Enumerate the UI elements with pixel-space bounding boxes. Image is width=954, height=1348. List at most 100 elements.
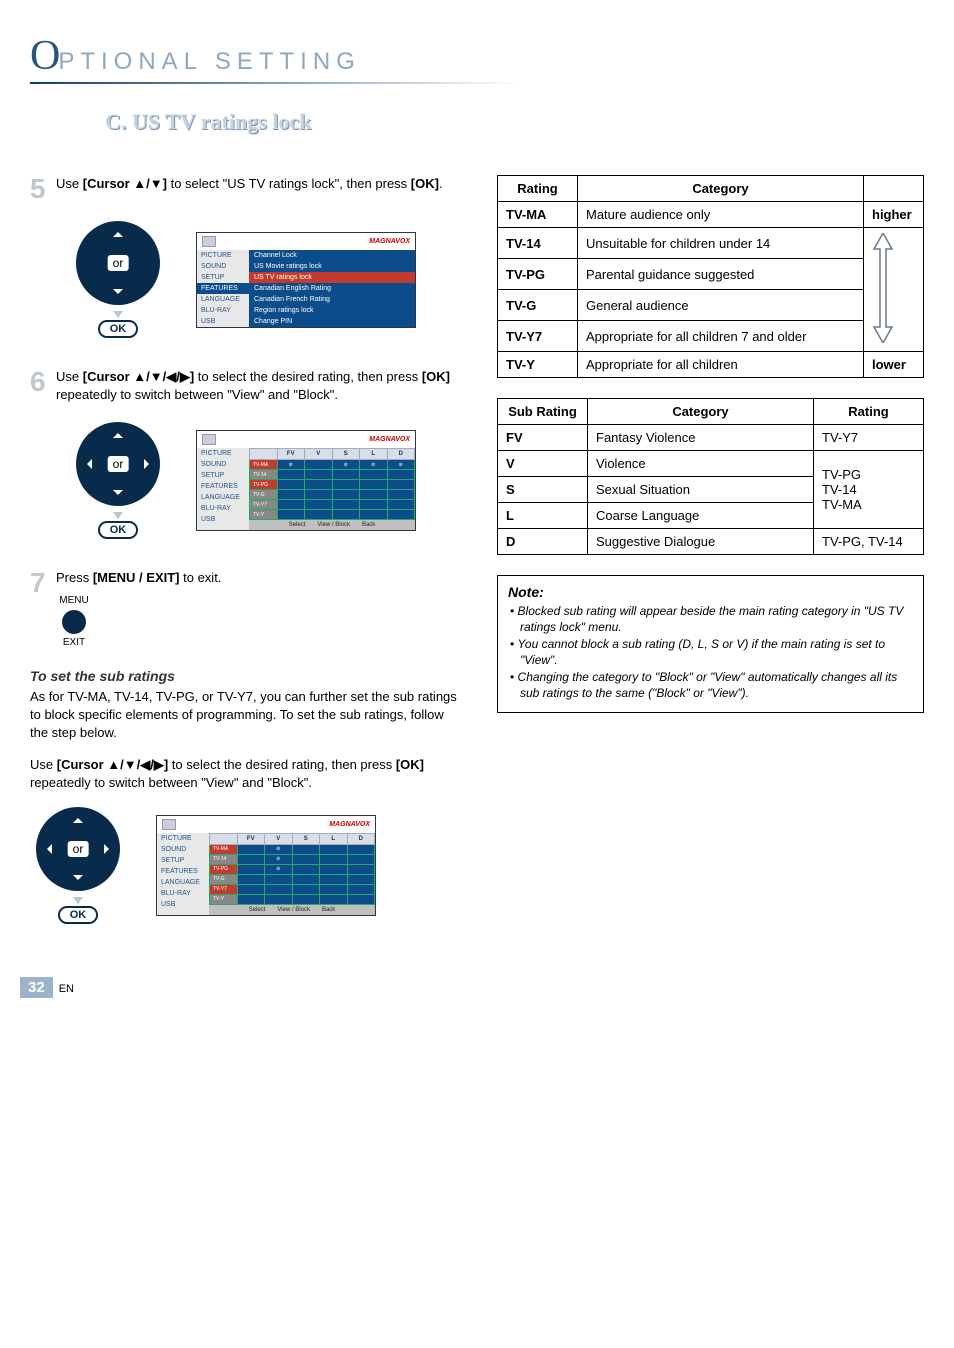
text: Use [56, 176, 83, 191]
command: [Cursor ▲/▼/◀/▶] [83, 369, 194, 384]
arrow-left-icon [42, 844, 52, 854]
cell: ⊘ [265, 844, 293, 854]
sidebar-item-selected: FEATURES [197, 283, 249, 294]
category-cell: Mature audience only [578, 202, 864, 228]
col: D [347, 833, 375, 844]
sidebar-item: USB [197, 316, 249, 327]
text: to exit. [180, 570, 222, 585]
note-item: Changing the category to "Block" or "Vie… [508, 670, 913, 701]
menu-item: US Movie ratings lock [249, 261, 415, 272]
command: [Cursor ▲/▼] [83, 176, 167, 191]
grid-footer: Select View / Block Back [209, 905, 375, 915]
th-subrating: Sub Rating [498, 399, 588, 425]
page-language: EN [59, 983, 74, 995]
command: [OK] [411, 176, 439, 191]
subrating-cell: L [498, 503, 588, 529]
page-number: 32 [20, 977, 53, 998]
command: [OK] [396, 757, 424, 772]
row: TV-14 [210, 854, 238, 864]
text: Use [30, 757, 57, 772]
section-title: C. US TV ratings lock [105, 109, 924, 135]
category-cell: Appropriate for all children [578, 352, 864, 378]
menu-label: MENU [59, 594, 88, 608]
note-box: Note: Blocked sub rating will appear bes… [497, 575, 924, 713]
col: S [292, 833, 320, 844]
rating-cell: TV-PG, TV-14 [814, 529, 924, 555]
sidebar-item: SETUP [197, 272, 249, 283]
sidebar-item: PICTURE [157, 833, 209, 844]
category-cell: Fantasy Violence [588, 425, 814, 451]
step-5: 5 Use [Cursor ▲/▼] to select "US TV rati… [30, 175, 457, 203]
arrow-up-icon [73, 813, 83, 823]
sub-ratings-heading: To set the sub ratings [30, 668, 457, 684]
col: V [305, 449, 333, 460]
command: [Cursor ▲/▼/◀/▶] [57, 757, 168, 772]
ok-button-graphic: OK [98, 320, 139, 338]
sidebar-item: PICTURE [197, 250, 249, 261]
sidebar-item: LANGUAGE [197, 492, 249, 503]
col: FV [277, 449, 305, 460]
rating-cell-group: TV-PG TV-14 TV-MA [814, 451, 924, 529]
menu-item: Region ratings lock [249, 305, 415, 316]
sidebar-item: LANGUAGE [157, 877, 209, 888]
tv-icon [202, 434, 216, 445]
step-number: 5 [30, 175, 56, 203]
arrow-cell [864, 228, 924, 352]
text: to select the desired rating, then press [168, 757, 396, 772]
col: L [360, 449, 388, 460]
sidebar-item: SETUP [197, 470, 249, 481]
text: Use [56, 369, 83, 384]
text: to select the desired rating, then press [194, 369, 422, 384]
rating-cell: TV-Y7 [498, 321, 578, 352]
lower-label: lower [864, 352, 924, 378]
col: D [387, 449, 415, 460]
sidebar-item: PICTURE [197, 448, 249, 459]
tv-screenshot-grid1: MAGNAVOX PICTURE SOUND SETUP FEATURES LA… [196, 430, 416, 531]
row: TV-MA [210, 844, 238, 854]
menu-item: Canadian English Rating [249, 283, 415, 294]
page-title-row: O PTIONAL SETTING [30, 40, 924, 76]
sidebar-item: BLU-RAY [197, 503, 249, 514]
row: TV-PG [250, 480, 278, 490]
menu-item: Canadian French Rating [249, 294, 415, 305]
sidebar-item: FEATURES [197, 481, 249, 492]
or-label: or [68, 841, 89, 857]
ratings-grid: FVVSLD TV-MA⊘⊘⊘⊘ TV-14 TV-PG TV-G TV-Y7 … [249, 448, 415, 530]
double-arrow-icon [872, 233, 894, 343]
category-cell: Coarse Language [588, 503, 814, 529]
sub-para-2: Use [Cursor ▲/▼/◀/▶] to select the desir… [30, 756, 457, 792]
th-rating: Rating [814, 399, 924, 425]
row: TV-G [210, 874, 238, 884]
menu-exit-button-graphic: MENU EXIT [56, 594, 92, 650]
step-number: 6 [30, 368, 56, 404]
row: TV-Y [210, 894, 238, 904]
cell: ⊘ [387, 460, 415, 470]
rating-cell: TV-14 [498, 228, 578, 259]
cell: ⊘ [265, 864, 293, 874]
tv-icon [202, 236, 216, 247]
text: Press [56, 570, 93, 585]
button-dot-icon [62, 610, 86, 634]
row: TV-Y7 [210, 884, 238, 894]
th-category: Category [588, 399, 814, 425]
arrow-right-icon [104, 844, 114, 854]
sidebar-item: SOUND [157, 844, 209, 855]
cell: ⊘ [360, 460, 388, 470]
footer-back: Back [362, 522, 375, 528]
text: repeatedly to switch between "View" and … [30, 775, 312, 790]
subrating-cell: S [498, 477, 588, 503]
rating-cell: TV-Y7 [814, 425, 924, 451]
sidebar-item: SOUND [197, 261, 249, 272]
brand-label: MAGNAVOX [329, 821, 370, 828]
cell: ⊘ [277, 460, 305, 470]
category-cell: Appropriate for all children 7 and older [578, 321, 864, 352]
th-order [864, 176, 924, 202]
text: . [439, 176, 443, 191]
arrow-down-icon [113, 289, 123, 299]
brand-label: MAGNAVOX [369, 436, 410, 443]
menu-item-selected: US TV ratings lock [249, 272, 415, 283]
tv-screenshot-grid2: MAGNAVOX PICTURE SOUND SETUP FEATURES LA… [156, 815, 376, 916]
or-label: or [108, 255, 129, 271]
chevron-down-icon [113, 311, 123, 318]
menu-item: Channel Lock [249, 250, 415, 261]
